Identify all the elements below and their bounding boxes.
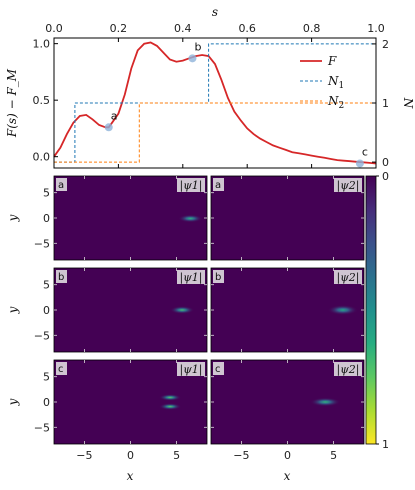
density-blob bbox=[158, 403, 182, 410]
heatmap-grid: a |ψ1| a |ψ2| b |ψ1| b |ψ2| c |ψ1| c |ψ2| bbox=[53, 175, 365, 445]
panel-tag-box bbox=[213, 270, 224, 283]
panel-field-label: |ψ1| bbox=[179, 179, 202, 193]
marker-point-a bbox=[104, 123, 113, 132]
heatmap-panel-a-1: a |ψ1| bbox=[53, 175, 208, 261]
legend: F N1 N2 bbox=[300, 54, 344, 111]
panel-tag-label: c bbox=[215, 364, 221, 375]
density-blob bbox=[310, 397, 341, 407]
panel-tag-label: c bbox=[58, 364, 64, 375]
panel-field-label: |ψ2| bbox=[336, 363, 359, 377]
colorbar-tick-label: 0 bbox=[382, 170, 389, 183]
marker-point-c bbox=[355, 159, 364, 168]
panel-field-label: |ψ1| bbox=[179, 363, 202, 377]
panel-field-box bbox=[177, 362, 205, 376]
heatmap-axes: x x 5 0 −5 y 5 0 −5 y 5 0 −5 y −5 0 5 −5 0 5 bbox=[6, 187, 337, 483]
panel-field-box bbox=[334, 270, 362, 284]
colorbar: 01 bbox=[365, 170, 389, 451]
heatmap-y-tick-label: 5 bbox=[43, 279, 50, 292]
density-blob bbox=[327, 304, 359, 316]
panel-tag-box bbox=[56, 270, 67, 283]
heatmap-x-tick-label: −5 bbox=[233, 449, 249, 462]
heatmap-y-tick-label: −5 bbox=[34, 237, 50, 250]
x-tick-label: 0.8 bbox=[303, 22, 321, 35]
heatmap-panel-c-2: c |ψ2| bbox=[210, 359, 365, 445]
top-x-axis-label: s bbox=[212, 5, 218, 19]
panel-tag-box bbox=[213, 362, 224, 375]
heatmap-x-axis-label-right: x bbox=[284, 469, 291, 483]
heatmap-y-tick-label: 5 bbox=[43, 187, 50, 200]
left-y-tick-label: 0.5 bbox=[33, 94, 51, 107]
panel-field-label: |ψ1| bbox=[179, 271, 202, 285]
heatmap-panel-b-2: b |ψ2| bbox=[210, 267, 365, 353]
top-left-y-axis-label: F(s) − F_M bbox=[5, 68, 19, 138]
heatmap-y-axis-label: y bbox=[6, 306, 20, 314]
panel-tag-box bbox=[213, 178, 224, 191]
panel-tag-label: b bbox=[58, 272, 64, 283]
panel-tag-box bbox=[56, 362, 67, 375]
density-blob bbox=[178, 214, 203, 223]
x-tick-label: 1.0 bbox=[367, 22, 385, 35]
panel-field-box bbox=[334, 362, 362, 376]
heatmap-y-tick-label: −5 bbox=[34, 421, 50, 434]
heatmap-x-tick-label: 5 bbox=[173, 449, 180, 462]
x-tick-label: 0.6 bbox=[238, 22, 256, 35]
legend-label-N1: N1 bbox=[327, 74, 344, 91]
right-y-tick-label: 2 bbox=[382, 38, 389, 51]
heatmap-x-tick-label: 0 bbox=[127, 449, 134, 462]
heatmap-x-tick-label: −5 bbox=[76, 449, 92, 462]
panel-field-box bbox=[334, 178, 362, 192]
density-blob bbox=[158, 394, 182, 401]
heatmap-panel-a-2: a |ψ2| bbox=[210, 175, 365, 261]
point-label-b: b bbox=[194, 40, 201, 53]
panel-tag-box bbox=[56, 178, 67, 191]
heatmap-y-tick-label: 5 bbox=[43, 371, 50, 384]
heatmap-panel-c-1: c |ψ1| bbox=[53, 359, 208, 445]
series-line-N_2 bbox=[54, 102, 376, 163]
heatmap-y-tick-label: 0 bbox=[43, 212, 50, 225]
panel-tag-label: a bbox=[215, 180, 221, 191]
left-y-tick-label: 1.0 bbox=[33, 38, 51, 51]
heatmap-x-tick-label: 5 bbox=[330, 449, 337, 462]
heatmap-y-tick-label: 0 bbox=[43, 396, 50, 409]
panel-field-label: |ψ2| bbox=[336, 179, 359, 193]
panel-field-label: |ψ2| bbox=[336, 271, 359, 285]
heatmap-y-axis-label: y bbox=[6, 398, 20, 406]
top-line-plot: a b c 0.0 0.2 0.4 0.6 0.8 1.0 0.0 0.5 1.0 0 1 2 s F(s… bbox=[5, 5, 415, 169]
panel-tag-label: b bbox=[215, 272, 221, 283]
point-label-c: c bbox=[362, 145, 368, 158]
x-tick-label: 0.0 bbox=[45, 22, 63, 35]
heatmap-panel-b-1: b |ψ1| bbox=[53, 267, 208, 353]
heatmap-x-tick-label: 0 bbox=[284, 449, 291, 462]
left-y-tick-label: 0.0 bbox=[33, 151, 51, 164]
top-right-y-axis-label: N bbox=[401, 97, 415, 109]
density-blob bbox=[169, 306, 195, 314]
panel-field-box bbox=[177, 270, 205, 284]
legend-label-N2: N2 bbox=[327, 94, 344, 111]
heatmap-y-tick-label: −5 bbox=[34, 329, 50, 342]
point-label-a: a bbox=[111, 109, 118, 122]
legend-label-F: F bbox=[327, 54, 337, 68]
panel-field-box bbox=[177, 178, 205, 192]
colorbar-gradient bbox=[365, 175, 377, 445]
x-tick-label: 0.2 bbox=[110, 22, 128, 35]
x-tick-label: 0.4 bbox=[174, 22, 192, 35]
right-y-tick-label: 1 bbox=[382, 97, 389, 110]
colorbar-tick-label: 1 bbox=[382, 438, 389, 451]
right-y-tick-label: 0 bbox=[382, 156, 389, 169]
heatmap-y-tick-label: 0 bbox=[43, 304, 50, 317]
heatmap-y-axis-label: y bbox=[6, 214, 20, 222]
marker-point-b bbox=[188, 54, 197, 63]
heatmap-x-axis-label-left: x bbox=[127, 469, 134, 483]
panel-tag-label: a bbox=[58, 180, 64, 191]
